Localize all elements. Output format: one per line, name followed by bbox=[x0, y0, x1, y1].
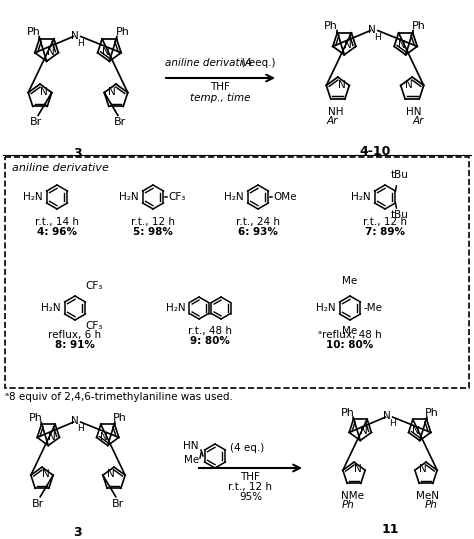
Text: N: N bbox=[42, 469, 49, 479]
Text: N: N bbox=[412, 426, 420, 437]
Text: HN: HN bbox=[183, 441, 199, 451]
Text: N: N bbox=[398, 40, 406, 51]
Text: H: H bbox=[77, 39, 84, 47]
Text: H₂N: H₂N bbox=[41, 303, 61, 313]
Text: H₂N: H₂N bbox=[166, 303, 186, 313]
Text: N: N bbox=[419, 464, 426, 474]
Text: r.t., 14 h: r.t., 14 h bbox=[35, 217, 79, 227]
Text: N: N bbox=[71, 31, 79, 40]
Text: temp., time: temp., time bbox=[190, 93, 251, 103]
Text: (4 eq.): (4 eq.) bbox=[238, 58, 275, 68]
Text: H₂N: H₂N bbox=[119, 192, 139, 202]
Text: 5: 98%: 5: 98% bbox=[133, 227, 173, 237]
Text: N: N bbox=[354, 464, 362, 474]
Text: H₂N: H₂N bbox=[23, 192, 43, 202]
Text: r.t., 12 h: r.t., 12 h bbox=[131, 217, 175, 227]
Text: 4-10: 4-10 bbox=[359, 145, 391, 158]
Text: THF: THF bbox=[241, 472, 260, 482]
Text: Ph: Ph bbox=[29, 412, 43, 423]
Text: N: N bbox=[40, 87, 48, 96]
Text: Me: Me bbox=[342, 276, 357, 286]
Text: NH: NH bbox=[328, 107, 344, 117]
Text: Ar: Ar bbox=[412, 116, 423, 126]
Text: Me: Me bbox=[342, 326, 357, 336]
Text: MeN: MeN bbox=[416, 491, 439, 501]
Text: HN: HN bbox=[406, 107, 422, 117]
Text: 95%: 95% bbox=[239, 492, 262, 502]
Text: (4 eq.): (4 eq.) bbox=[230, 443, 264, 453]
Text: CF₃: CF₃ bbox=[85, 281, 102, 291]
Text: ᵃ8 equiv of 2,4,6-trimethylaniline was used.: ᵃ8 equiv of 2,4,6-trimethylaniline was u… bbox=[5, 392, 233, 402]
Text: Br: Br bbox=[114, 118, 126, 127]
Text: 11: 11 bbox=[381, 523, 399, 536]
Text: H₂N: H₂N bbox=[351, 192, 371, 202]
Text: N: N bbox=[100, 432, 108, 441]
Text: 4: 96%: 4: 96% bbox=[37, 227, 77, 237]
Text: N: N bbox=[344, 40, 352, 51]
Text: 10: 80%: 10: 80% bbox=[327, 340, 374, 350]
Text: Ph: Ph bbox=[324, 21, 338, 31]
Text: H: H bbox=[77, 424, 84, 433]
Text: Ph: Ph bbox=[342, 500, 355, 510]
Text: Ph: Ph bbox=[341, 407, 355, 418]
Text: OMe: OMe bbox=[273, 192, 297, 202]
Text: aniline derivative: aniline derivative bbox=[165, 58, 255, 68]
Text: N: N bbox=[72, 416, 79, 426]
Text: Ph: Ph bbox=[116, 27, 129, 37]
Text: aniline derivative: aniline derivative bbox=[12, 163, 109, 173]
Text: Ar: Ar bbox=[327, 116, 338, 126]
Text: ᵃreflux, 48 h: ᵃreflux, 48 h bbox=[318, 330, 382, 340]
Text: Ph: Ph bbox=[412, 21, 426, 31]
Text: Br: Br bbox=[111, 499, 124, 509]
Text: Ph: Ph bbox=[27, 27, 40, 37]
Text: H: H bbox=[374, 32, 381, 42]
Text: 6: 93%: 6: 93% bbox=[238, 227, 278, 237]
Text: THF: THF bbox=[210, 82, 230, 92]
Text: CF₃: CF₃ bbox=[168, 192, 185, 202]
Text: N: N bbox=[109, 87, 116, 96]
Text: N: N bbox=[102, 47, 109, 57]
Text: N: N bbox=[405, 80, 412, 89]
Text: tBu: tBu bbox=[391, 170, 409, 180]
Text: Ph: Ph bbox=[113, 412, 127, 423]
Text: reflux, 6 h: reflux, 6 h bbox=[48, 330, 101, 340]
Text: 7: 89%: 7: 89% bbox=[365, 227, 405, 237]
Text: N: N bbox=[48, 432, 56, 441]
Text: Ph: Ph bbox=[425, 500, 438, 510]
Text: Br: Br bbox=[32, 499, 45, 509]
Text: H₂N: H₂N bbox=[316, 303, 336, 313]
Text: Ph: Ph bbox=[425, 407, 439, 418]
Text: N: N bbox=[107, 469, 114, 479]
Text: -Me: -Me bbox=[364, 303, 383, 313]
Text: r.t., 12 h: r.t., 12 h bbox=[228, 482, 273, 492]
Text: r.t., 24 h: r.t., 24 h bbox=[236, 217, 280, 227]
Text: N: N bbox=[46, 47, 55, 57]
Text: r.t., 48 h: r.t., 48 h bbox=[188, 326, 232, 336]
Text: N: N bbox=[360, 426, 368, 437]
Text: 3: 3 bbox=[73, 147, 82, 160]
Text: H₂N: H₂N bbox=[224, 192, 244, 202]
Text: r.t., 12 h: r.t., 12 h bbox=[363, 217, 407, 227]
Text: N: N bbox=[368, 25, 376, 34]
Text: N: N bbox=[383, 411, 391, 421]
Text: N: N bbox=[337, 80, 346, 89]
Text: NMe: NMe bbox=[341, 491, 364, 501]
Text: 3: 3 bbox=[73, 526, 82, 539]
Text: CF₃: CF₃ bbox=[85, 321, 102, 331]
Text: H: H bbox=[389, 419, 396, 428]
Text: Br: Br bbox=[30, 118, 42, 127]
Text: Me: Me bbox=[184, 455, 199, 465]
Text: 8: 91%: 8: 91% bbox=[55, 340, 95, 350]
Text: 9: 80%: 9: 80% bbox=[190, 336, 230, 346]
Text: tBu: tBu bbox=[391, 210, 409, 220]
FancyBboxPatch shape bbox=[5, 157, 469, 388]
